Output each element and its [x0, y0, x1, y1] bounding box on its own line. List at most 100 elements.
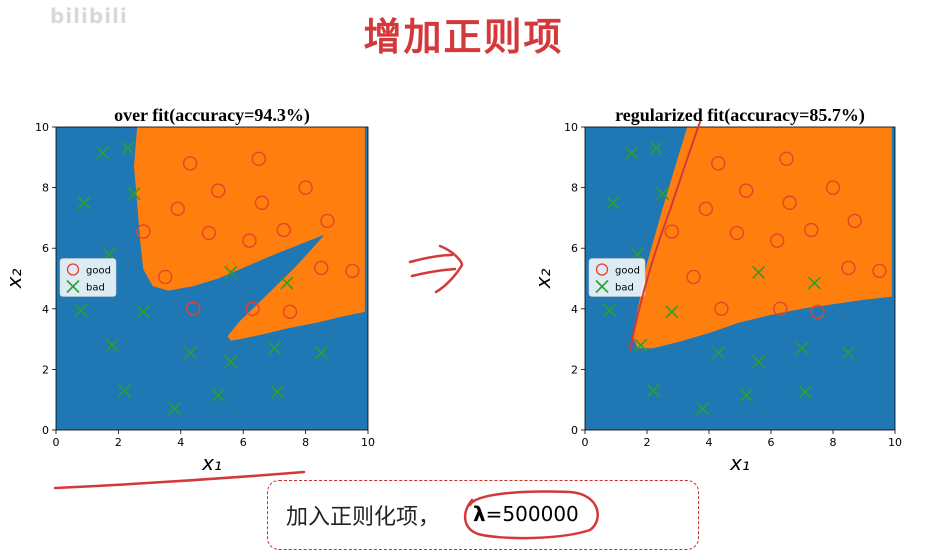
good-point	[804, 222, 819, 238]
y-axis-label: x₂	[531, 269, 555, 290]
x-tick-label: 0	[53, 436, 60, 449]
good-point	[847, 213, 862, 229]
bad-point-stroke	[96, 146, 110, 160]
chart-title: over fit(accuracy=94.3%)	[114, 105, 310, 126]
good-point	[770, 233, 785, 248]
bad-point-stroke	[167, 402, 182, 416]
bad-point-stroke	[224, 355, 238, 369]
x-tick-label: 10	[361, 436, 375, 449]
bad-point-stroke	[267, 341, 281, 355]
good-point	[714, 301, 729, 316]
legend-good-label: good	[86, 266, 111, 277]
good-point	[242, 233, 257, 248]
good-point	[245, 301, 260, 316]
bad-point	[183, 346, 197, 360]
good-point	[739, 183, 754, 198]
good-point	[282, 304, 298, 320]
note-text: 加入正则化项，	[286, 505, 441, 530]
bad-point	[121, 141, 135, 155]
good-point	[729, 225, 745, 241]
good-point	[779, 151, 794, 167]
bad-point-stroke	[118, 384, 132, 398]
good-point	[276, 222, 291, 238]
x-axis-label: x₁	[201, 451, 222, 475]
bad-point	[96, 146, 110, 160]
x-tick-label: 0	[582, 436, 589, 449]
x-tick-label: 6	[768, 436, 775, 449]
bad-point	[841, 346, 856, 360]
good-point	[841, 260, 856, 276]
x-tick-label: 4	[706, 436, 713, 449]
good-point	[136, 224, 151, 239]
legend-bad-label: bad	[615, 283, 634, 294]
bad-point	[224, 265, 238, 280]
bad-point-stroke	[314, 346, 328, 360]
bad-point	[711, 346, 725, 360]
good-point	[170, 201, 185, 217]
bilibili-watermark: bilibili	[50, 4, 128, 28]
y-tick-label: 8	[571, 182, 578, 195]
y-tick-label: 2	[571, 363, 578, 376]
good-point	[201, 225, 217, 241]
lambda-symbol: λ	[473, 502, 486, 526]
annotation-box: 加入正则化项， λ=500000	[267, 480, 699, 550]
bad-point-stroke	[646, 384, 660, 398]
good-point	[810, 304, 825, 320]
bad-point-stroke	[136, 305, 150, 319]
legend-bad-label: bad	[86, 283, 105, 294]
chart-title: regularized fit(accuracy=85.7%)	[615, 105, 865, 126]
y-tick-label: 10	[564, 121, 578, 134]
y-axis-label: x₂	[2, 269, 26, 290]
bad-point-stroke	[752, 355, 766, 369]
y-tick-label: 0	[42, 424, 49, 437]
y-tick-label: 2	[42, 363, 49, 376]
y-tick-label: 4	[571, 303, 578, 316]
legend-good-marker	[66, 263, 80, 276]
x-tick-label: 8	[830, 436, 837, 449]
bad-point	[603, 303, 617, 317]
regularized-chart: 0 2 4 6 8 10 0 2 4 6 8 10 regularized fit(accuracy=8…	[531, 105, 902, 475]
axes-frame	[55, 126, 369, 431]
bad-point-stroke	[127, 187, 141, 201]
bad-point	[127, 187, 141, 201]
legend-bad-marker	[595, 279, 609, 294]
good-point	[773, 301, 788, 316]
y-tick-label: 6	[571, 242, 578, 255]
bad-point	[74, 303, 88, 317]
bad-point	[77, 196, 91, 210]
x-tick-label: 10	[888, 436, 902, 449]
bad-point-stroke	[603, 303, 617, 317]
bad-point-stroke	[739, 388, 753, 402]
legend-good-marker	[595, 263, 609, 276]
page-title: 增加正则项	[363, 15, 564, 59]
bad-point-stroke	[798, 385, 812, 399]
bad-point	[795, 341, 809, 355]
good-point	[182, 156, 198, 171]
bad-point-stroke	[77, 196, 91, 210]
bad-point	[118, 384, 132, 398]
bad-point-stroke	[211, 388, 225, 402]
bad-point-stroke	[841, 346, 856, 360]
good-point	[825, 180, 841, 195]
y-tick-label: 10	[35, 121, 49, 134]
good-point	[254, 195, 270, 210]
good-point	[211, 183, 226, 198]
bad-point	[739, 388, 753, 402]
bad-point-stroke	[121, 141, 135, 155]
x-tick-label: 2	[115, 436, 122, 449]
y-tick-label: 4	[42, 303, 49, 316]
bad-point	[270, 385, 285, 399]
bad-point-stroke	[270, 385, 285, 399]
bad-point	[280, 276, 294, 290]
bad-point	[136, 305, 150, 319]
bad-point-stroke	[711, 346, 725, 360]
bad-point	[807, 276, 821, 290]
overfit-chart: 0 2 4 6 8 10 0 2 4 6 8 10 over fit(accuracy=94.3%) x₁…	[2, 105, 375, 475]
good-point	[782, 195, 797, 210]
legend-bad-marker	[66, 279, 80, 294]
bad-point-stroke	[183, 346, 197, 360]
bad-point	[696, 402, 710, 416]
good-point	[298, 180, 313, 195]
x-tick-label: 2	[644, 436, 651, 449]
bad-point-stroke	[752, 265, 766, 280]
